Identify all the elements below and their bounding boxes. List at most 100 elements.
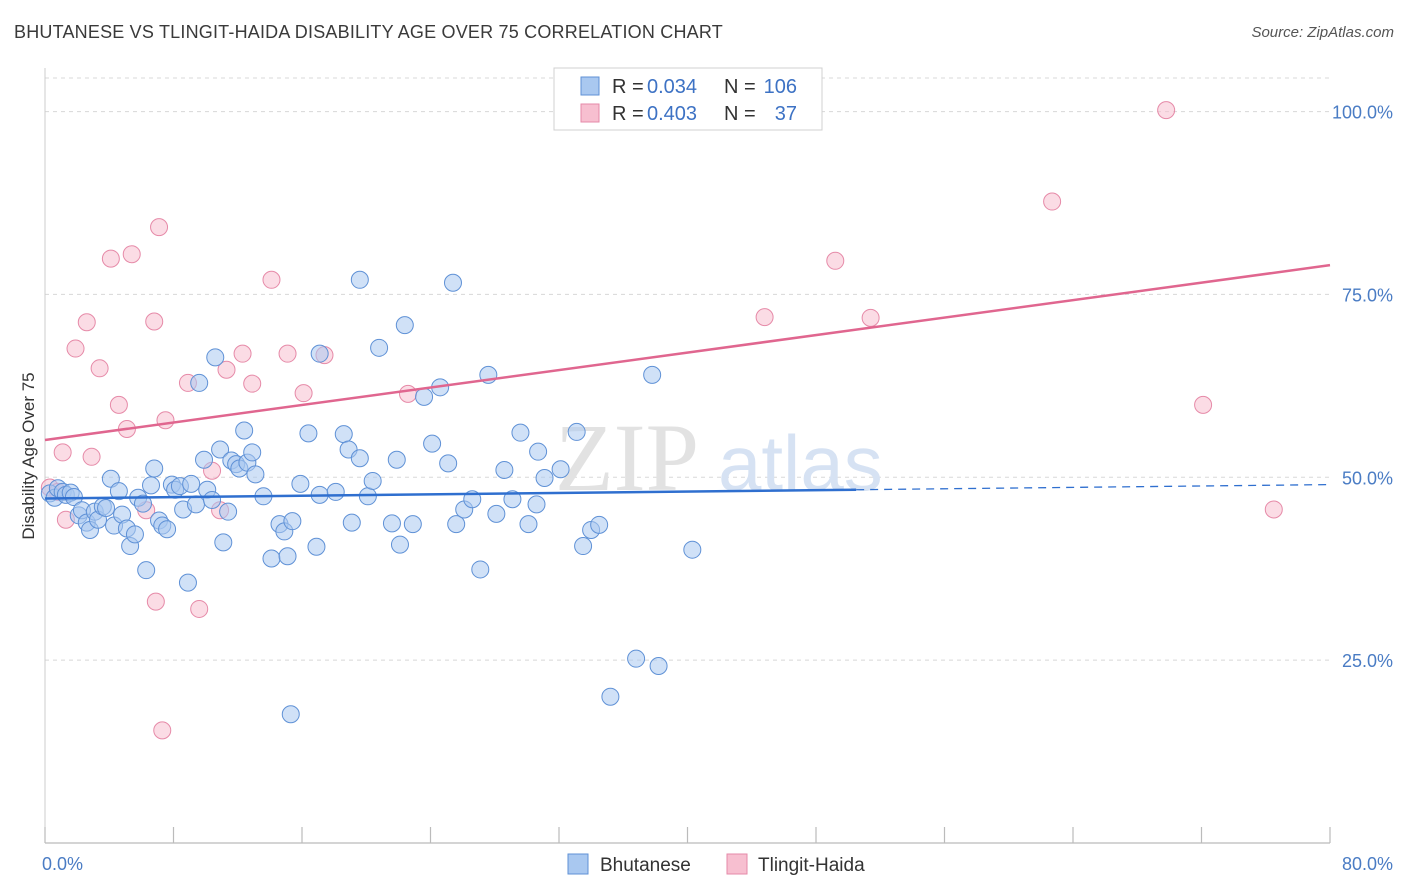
bhutanese-point-88 (535, 469, 554, 488)
bhutanese-point-73 (415, 387, 434, 406)
legend-n-label-1: N = (724, 76, 756, 98)
tlingit-haida-point-11 (145, 312, 164, 331)
bhutanese-point-50 (243, 443, 262, 462)
bhutanese-point-40 (203, 490, 222, 509)
legend-n-value-1: 106 (764, 76, 797, 98)
tlingit-haida-point-34 (1157, 101, 1176, 120)
gridlines (45, 77, 1330, 661)
legend-swatch-bhutanese (580, 76, 600, 96)
bhutanese-point-102 (643, 365, 662, 384)
tlingit-haida-point-24 (82, 447, 101, 466)
tlingit-haida-point-31 (826, 251, 845, 270)
bhutanese-point-77 (447, 515, 466, 534)
tlingit-haida-point-30 (755, 308, 774, 327)
bhutanese-point-29 (158, 520, 177, 539)
tlingit-haida-point-8 (109, 395, 128, 414)
tlingit-haida-point-29 (399, 384, 418, 403)
bhutanese-point-90 (567, 422, 586, 441)
bhutanese-point-65 (342, 513, 361, 532)
watermark: ZIP atlas (555, 404, 883, 511)
bottom-legend-swatch-bhutanese (567, 853, 589, 875)
tlingit-haida-point-18 (233, 344, 252, 363)
bhutanese-points (40, 270, 702, 724)
trend-line-bhutanese (44, 488, 857, 500)
bhutanese-point-23 (133, 494, 152, 513)
trend-line-tlingit-haida (44, 263, 1331, 442)
bhutanese-point-26 (145, 459, 164, 478)
bhutanese-point-43 (214, 533, 233, 552)
legend-r-label-1: R = (612, 76, 644, 98)
bhutanese-point-103 (281, 705, 300, 724)
bhutanese-point-66 (350, 449, 369, 468)
tlingit-haida-point-5 (77, 313, 96, 332)
axes (44, 68, 1331, 844)
y-tick-label-50: 50.0% (1342, 468, 1393, 488)
bhutanese-point-60 (307, 537, 326, 556)
x-tick-label-max: 80.0% (1342, 854, 1393, 874)
tlingit-haida-point-36 (1264, 500, 1283, 519)
legend-n-label-2: N = (724, 103, 756, 125)
x-tick-label-min: 0.0% (42, 854, 83, 874)
bhutanese-point-71 (390, 535, 409, 554)
bottom-legend-label-tlingit: Tlingit-Haida (758, 855, 865, 876)
bhutanese-point-35 (182, 474, 201, 493)
bhutanese-point-48 (235, 421, 254, 440)
bhutanese-point-97 (683, 540, 702, 559)
bhutanese-point-99 (350, 270, 369, 289)
tlingit-haida-point-33 (1043, 192, 1062, 211)
bhutanese-point-44 (219, 502, 238, 521)
bhutanese-point-72 (403, 515, 422, 534)
bhutanese-point-104 (443, 273, 462, 292)
bhutanese-point-69 (382, 514, 401, 533)
bhutanese-point-96 (649, 656, 668, 675)
trend-line-bhutanese-extension (856, 483, 1331, 491)
tlingit-haida-point-27 (146, 592, 165, 611)
chart-title: BHUTANESE VS TLINGIT-HAIDA DISABILITY AG… (14, 22, 723, 42)
tlingit-haida-point-26 (150, 218, 169, 237)
source-label: Source: ZipAtlas.com (1251, 24, 1394, 41)
tlingit-haida-point-32 (861, 308, 880, 327)
bhutanese-point-57 (283, 512, 302, 531)
x-tick-labels: 0.0% 80.0% (42, 854, 1393, 874)
bhutanese-point-85 (511, 423, 530, 442)
bhutanese-point-25 (142, 476, 161, 495)
y-tick-label-100: 100.0% (1332, 103, 1393, 123)
bhutanese-point-68 (363, 471, 382, 490)
tlingit-haida-point-4 (66, 339, 85, 358)
legend-n-value-2: 37 (775, 103, 797, 125)
bhutanese-point-53 (262, 549, 281, 568)
bhutanese-point-76 (439, 454, 458, 473)
tlingit-haida-point-21 (278, 344, 297, 363)
tlingit-haida-point-28 (153, 721, 172, 740)
bhutanese-point-82 (487, 504, 506, 523)
bhutanese-point-84 (503, 490, 522, 509)
bhutanese-point-38 (195, 450, 214, 469)
bhutanese-point-56 (278, 547, 297, 566)
bhutanese-point-80 (471, 560, 490, 579)
y-tick-labels: 25.0% 50.0% 75.0% 100.0% (1332, 103, 1393, 672)
bottom-legend-swatch-tlingit (726, 853, 748, 875)
bhutanese-point-62 (326, 482, 345, 501)
legend-r-label-2: R = (612, 103, 644, 125)
bhutanese-point-14 (97, 499, 116, 518)
trend-lines (44, 263, 1331, 500)
legend-r-value-1: 0.034 (647, 76, 697, 98)
bhutanese-point-17 (109, 482, 128, 501)
bhutanese-point-58 (291, 474, 310, 493)
tlingit-haida-point-17 (217, 360, 236, 379)
bhutanese-point-36 (186, 495, 205, 514)
bhutanese-point-70 (387, 450, 406, 469)
bhutanese-point-100 (370, 338, 389, 357)
tlingit-haida-point-35 (1194, 395, 1213, 414)
bhutanese-point-105 (529, 442, 548, 461)
bhutanese-point-95 (627, 649, 646, 668)
bhutanese-point-98 (310, 344, 329, 363)
bhutanese-point-83 (495, 460, 514, 479)
bhutanese-point-63 (334, 425, 353, 444)
tlingit-haida-point-6 (90, 359, 109, 378)
bhutanese-point-74 (423, 434, 442, 453)
bhutanese-point-59 (299, 424, 318, 443)
watermark-atlas: atlas (718, 419, 883, 507)
bhutanese-point-91 (574, 537, 593, 556)
bhutanese-point-101 (395, 316, 414, 335)
